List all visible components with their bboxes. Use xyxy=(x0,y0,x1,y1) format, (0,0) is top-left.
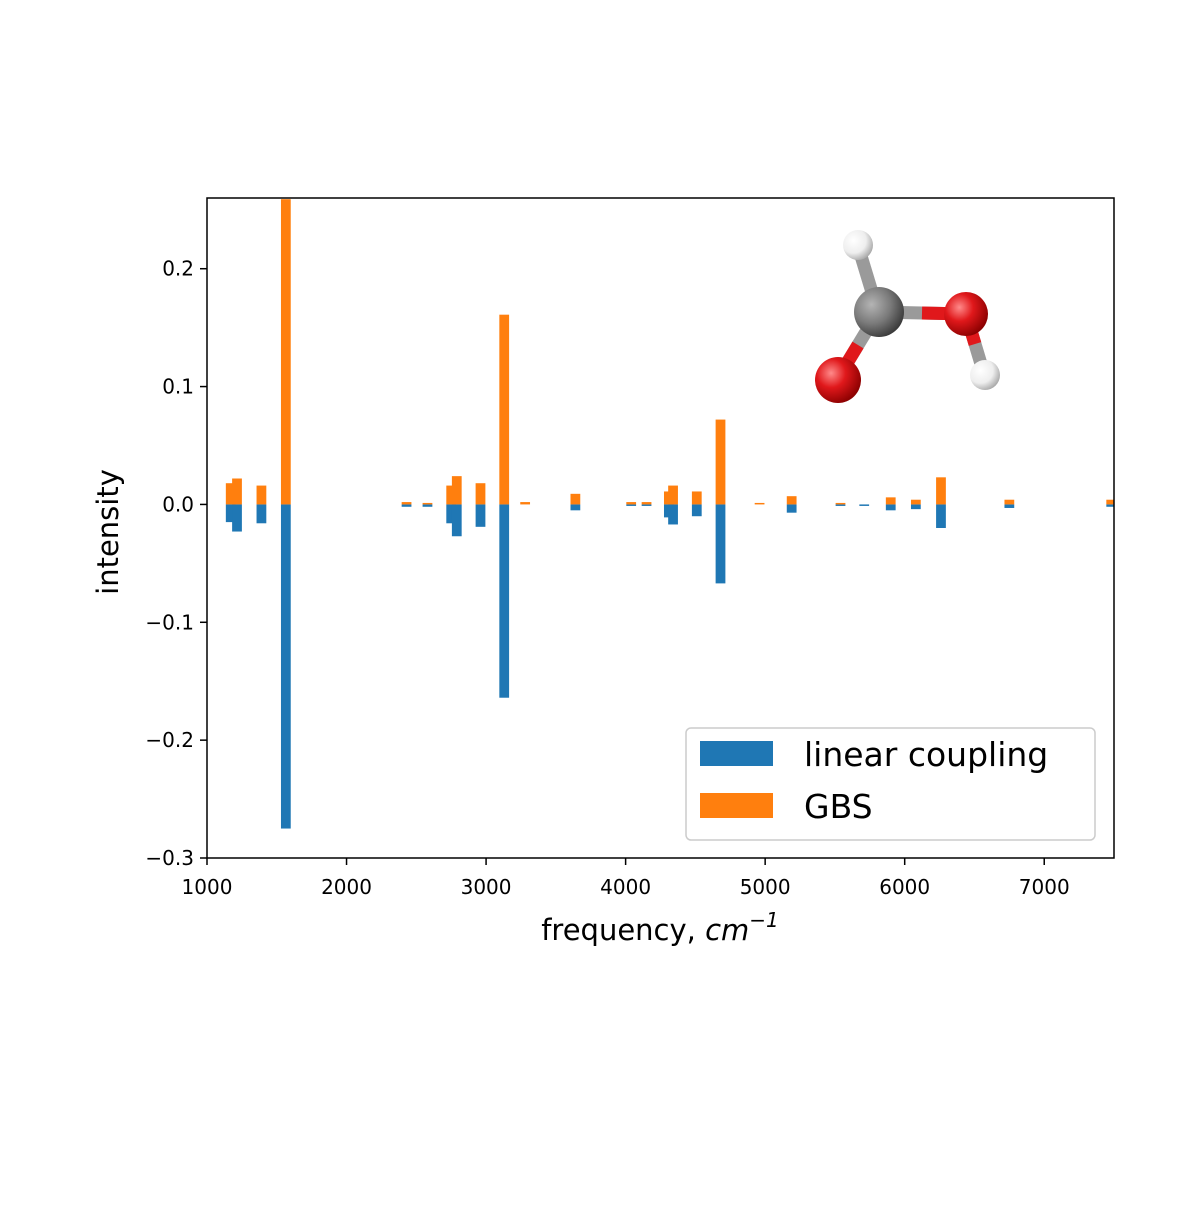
bar-linear-coupling xyxy=(225,504,236,523)
bar-linear-coupling xyxy=(422,504,433,507)
bar-gbs xyxy=(401,502,412,505)
bar-gbs xyxy=(936,477,946,505)
y-axis-label: intensity xyxy=(91,469,125,595)
y-tick-label: −0.2 xyxy=(145,728,194,752)
bar-gbs xyxy=(641,502,652,505)
oxygen-atom-left xyxy=(815,357,861,403)
bar-linear-coupling xyxy=(232,504,242,532)
y-tick-label: 0.0 xyxy=(162,492,194,516)
bar-gbs xyxy=(422,502,433,505)
bar-gbs xyxy=(570,493,581,505)
bar-gbs xyxy=(626,502,637,505)
bar-linear-coupling xyxy=(691,504,702,517)
bar-linear-coupling xyxy=(641,504,652,506)
bar-linear-coupling xyxy=(451,504,462,537)
bar-gbs xyxy=(446,485,457,505)
y-tick-label: 0.1 xyxy=(162,375,194,399)
bar-gbs xyxy=(499,314,510,505)
bar-gbs xyxy=(754,502,765,505)
bar-gbs xyxy=(835,502,846,505)
x-axis-label-text: frequency, xyxy=(541,913,705,947)
bar-linear-coupling xyxy=(499,504,510,698)
bar-linear-coupling xyxy=(446,504,457,524)
bar-gbs xyxy=(668,485,678,505)
legend-swatch-linear-coupling xyxy=(700,741,773,766)
legend-label-gbs: GBS xyxy=(804,787,873,826)
bar-gbs xyxy=(475,483,486,505)
bar-gbs xyxy=(691,491,702,505)
hydrogen-atom-right xyxy=(970,360,1000,390)
bar-linear-coupling xyxy=(910,504,921,510)
x-axis-label-unit: cm xyxy=(705,913,749,947)
bar-linear-coupling xyxy=(885,504,896,511)
hydrogen-atom-top xyxy=(843,230,873,260)
axes: 1000 2000 3000 4000 5000 6000 7000 −0.3 −0.2 −0.1… xyxy=(145,197,1115,899)
carbon-atom xyxy=(854,287,904,337)
x-tick-label: 6000 xyxy=(879,875,930,899)
bar-linear-coupling xyxy=(936,504,946,528)
bar-linear-coupling xyxy=(786,504,797,513)
x-tick-label: 3000 xyxy=(461,875,512,899)
bar-gbs xyxy=(232,478,242,505)
bar-gbs xyxy=(1106,499,1114,505)
bar-linear-coupling xyxy=(859,504,870,506)
legend-label-linear-coupling: linear coupling xyxy=(804,735,1048,774)
x-axis-label: frequency, cm−1 xyxy=(541,908,779,947)
y-tick-label: −0.3 xyxy=(145,846,194,870)
bar-linear-coupling xyxy=(256,504,267,524)
bar-gbs xyxy=(280,199,291,505)
bar-linear-coupling xyxy=(626,504,637,506)
legend: linear coupling GBS xyxy=(685,727,1096,841)
plot-frame xyxy=(206,197,1115,859)
bar-linear-coupling xyxy=(475,504,486,527)
y-tick-label: −0.1 xyxy=(145,610,194,634)
y-tick-label: 0.2 xyxy=(162,257,194,281)
x-tick-label: 1000 xyxy=(182,875,233,899)
x-axis-label-exponent: −1 xyxy=(749,908,778,932)
bar-gbs xyxy=(520,502,531,505)
bar-gbs xyxy=(885,497,896,505)
bars-layer xyxy=(225,199,1114,829)
bar-linear-coupling xyxy=(280,504,291,829)
bar-gbs xyxy=(225,483,236,505)
bar-linear-coupling xyxy=(715,504,726,584)
bar-gbs xyxy=(451,476,462,505)
x-tick-label: 7000 xyxy=(1019,875,1070,899)
molecule-illustration xyxy=(815,230,1000,403)
bar-linear-coupling xyxy=(668,504,678,525)
x-tick-label: 4000 xyxy=(600,875,651,899)
bar-gbs xyxy=(1004,499,1015,505)
bar-gbs xyxy=(715,419,726,505)
bar-gbs xyxy=(256,485,267,505)
bar-gbs xyxy=(910,499,921,505)
bar-linear-coupling xyxy=(401,504,412,507)
legend-frame xyxy=(685,727,1096,841)
x-tick-label: 2000 xyxy=(321,875,372,899)
bar-linear-coupling xyxy=(570,504,581,511)
oxygen-atom-right xyxy=(944,292,988,336)
bar-linear-coupling xyxy=(835,504,846,506)
bar-linear-coupling xyxy=(1106,504,1114,507)
bar-gbs xyxy=(786,496,797,505)
x-tick-label: 5000 xyxy=(740,875,791,899)
bar-linear-coupling xyxy=(1004,504,1015,508)
legend-swatch-gbs xyxy=(700,793,773,818)
